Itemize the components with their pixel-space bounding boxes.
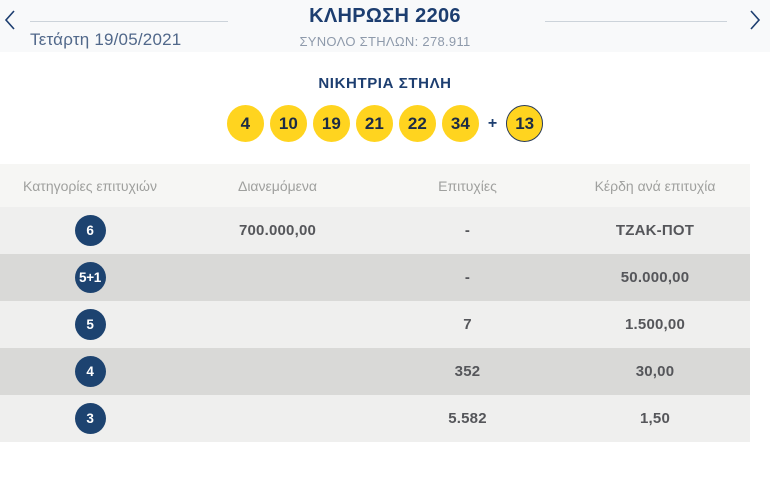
number-ball: 22	[398, 105, 436, 142]
number-ball: 21	[355, 105, 393, 142]
table-row: 3 5.582 1,50	[0, 395, 750, 442]
next-draw-button[interactable]	[746, 9, 764, 33]
table-row: 5+1 - 50.000,00	[0, 254, 750, 301]
number-ball: 4	[226, 105, 264, 142]
column-header-categories: Κατηγορίες επιτυχιών	[23, 177, 157, 194]
cell-distributed: 700.000,00	[238, 222, 317, 239]
total-columns: ΣΥΝΟΛΟ ΣΤΗΛΩΝ: 278.911	[299, 34, 471, 49]
cell-winners: -	[464, 222, 471, 239]
category-badge: 5+1	[74, 262, 106, 293]
column-header-winners: Επιτυχίες	[438, 177, 497, 194]
cell-winners: -	[464, 269, 471, 286]
cell-winners: 5.582	[448, 410, 487, 427]
cell-winners: 7	[463, 316, 472, 333]
chevron-right-icon	[749, 9, 761, 33]
cell-prize: 50.000,00	[620, 269, 690, 286]
cell-prize: 1,50	[640, 410, 670, 427]
category-badge: 4	[74, 356, 106, 387]
cell-prize: 30,00	[635, 363, 675, 380]
table-row: 4 352 30,00	[0, 348, 750, 395]
column-header-distributed: Διανεμόμενα	[237, 177, 318, 194]
winning-numbers: 4 10 19 21 22 34 + 13	[0, 105, 770, 142]
prize-table: Κατηγορίες επιτυχιών Διανεμόμενα Επιτυχί…	[0, 164, 750, 442]
column-header-prize: Κέρδη ανά επιτυχία	[594, 177, 716, 194]
cell-winners: 352	[454, 363, 481, 380]
table-row: 5 7 1.500,00	[0, 301, 750, 348]
table-header-row: Κατηγορίες επιτυχιών Διανεμόμενα Επιτυχί…	[0, 164, 750, 207]
table-row: 6 700.000,00 - ΤΖΑΚ-ΠΟΤ	[0, 207, 750, 254]
winning-column-title: ΝΙΚΗΤΡΙΑ ΣΤΗΛΗ	[318, 75, 452, 92]
number-ball: 19	[312, 105, 350, 142]
number-ball: 10	[269, 105, 307, 142]
cell-prize: 1.500,00	[625, 316, 685, 333]
previous-draw-button[interactable]	[1, 9, 19, 33]
category-badge: 5	[74, 309, 106, 340]
left-divider	[30, 21, 228, 22]
plus-sign: +	[487, 114, 498, 132]
bonus-number-ball: 13	[506, 105, 544, 142]
category-badge: 6	[74, 215, 106, 246]
draw-date: Τετάρτη 19/05/2021	[30, 30, 182, 49]
chevron-left-icon	[4, 9, 16, 33]
category-badge: 3	[74, 403, 106, 434]
draw-header: Τετάρτη 19/05/2021 ΚΛΗΡΩΣΗ 2206 ΣΥΝΟΛΟ Σ…	[0, 0, 770, 52]
number-ball: 34	[441, 105, 479, 142]
draw-title: ΚΛΗΡΩΣΗ 2206	[309, 5, 461, 27]
right-divider	[545, 21, 727, 22]
cell-prize: ΤΖΑΚ-ΠΟΤ	[615, 222, 695, 239]
